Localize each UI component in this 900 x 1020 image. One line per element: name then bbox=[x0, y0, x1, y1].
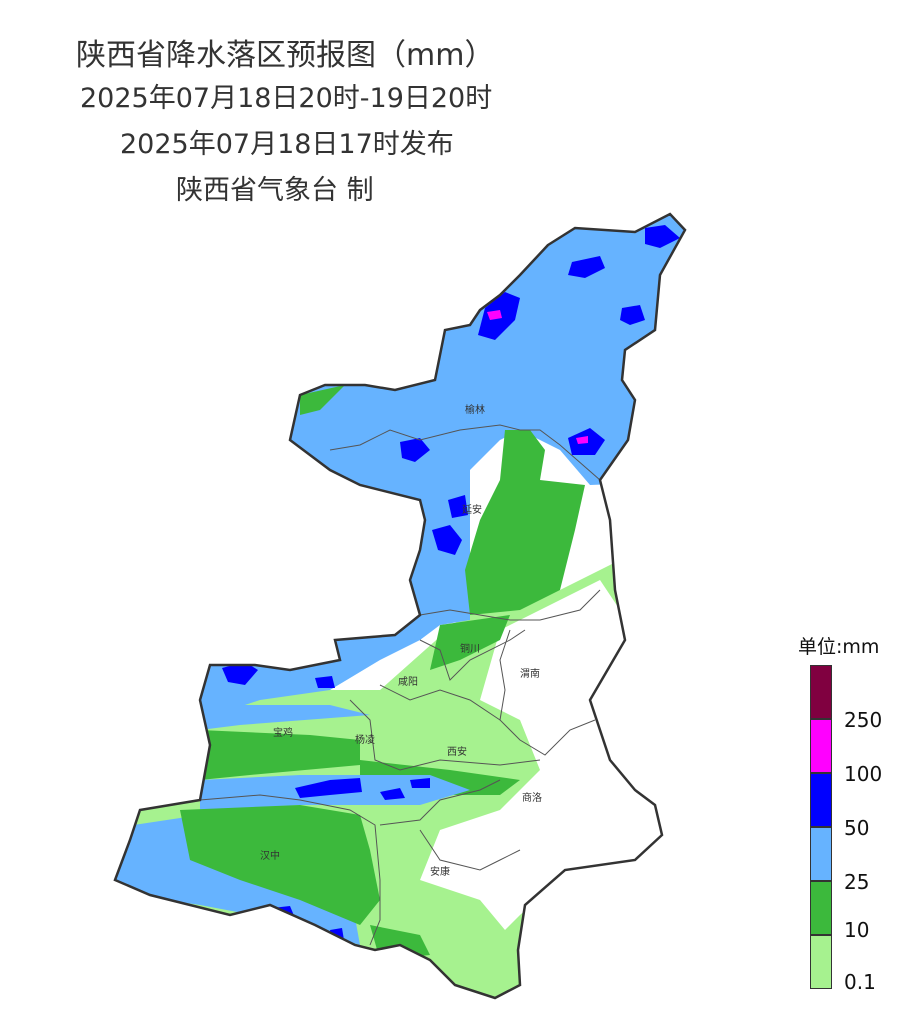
city-label-hanzhong: 汉中 bbox=[260, 849, 280, 862]
legend-label: 50 bbox=[844, 816, 870, 840]
city-label-xianyang: 咸阳 bbox=[398, 676, 418, 688]
city-label-yanan: 延安 bbox=[462, 503, 482, 516]
city-label-tongchuan: 铜川 bbox=[460, 643, 480, 655]
city-label-yangling: 杨凌 bbox=[355, 733, 375, 746]
issuer: 陕西省气象台 制 bbox=[176, 175, 374, 206]
legend-title: 单位:mm bbox=[798, 636, 880, 658]
city-boundaries bbox=[199, 424, 601, 946]
legend-label: 100 bbox=[844, 762, 883, 786]
legend-swatch-250-plus bbox=[810, 665, 832, 719]
legend-swatch-100-250 bbox=[810, 719, 832, 773]
legend: 单位:mm 250 100 50 25 10 0.1 bbox=[790, 620, 900, 1000]
legend-swatch-0-10 bbox=[810, 935, 832, 989]
legend-label: 25 bbox=[844, 870, 870, 894]
province-outline bbox=[113, 212, 687, 1000]
forecast-period: 2025年07月18日20时-19日20时 bbox=[80, 83, 493, 114]
issue-time: 2025年07月18日17时发布 bbox=[120, 129, 454, 160]
legend-label: 250 bbox=[844, 708, 883, 732]
precipitation-areas bbox=[115, 214, 685, 998]
city-label-baoji: 宝鸡 bbox=[273, 726, 293, 739]
city-label-ankang: 安康 bbox=[430, 865, 450, 878]
map-title: 陕西省降水落区预报图（mm） bbox=[76, 38, 495, 73]
city-label-xian: 西安 bbox=[447, 745, 467, 758]
city-label-weinan: 渭南 bbox=[520, 667, 540, 680]
legend-swatch-50-100 bbox=[810, 773, 832, 827]
legend-swatch-10-25 bbox=[810, 881, 832, 935]
city-label-shangluo: 商洛 bbox=[522, 791, 542, 804]
city-label-yulin: 榆林 bbox=[465, 403, 485, 416]
legend-label: 10 bbox=[844, 918, 870, 942]
precipitation-map: 榆林 延安 铜川 渭南 咸阳 宝鸡 杨凌 西安 商洛 汉中 安康 bbox=[113, 212, 687, 1000]
legend-label: 0.1 bbox=[844, 970, 876, 994]
legend-swatch-25-50 bbox=[810, 827, 832, 881]
